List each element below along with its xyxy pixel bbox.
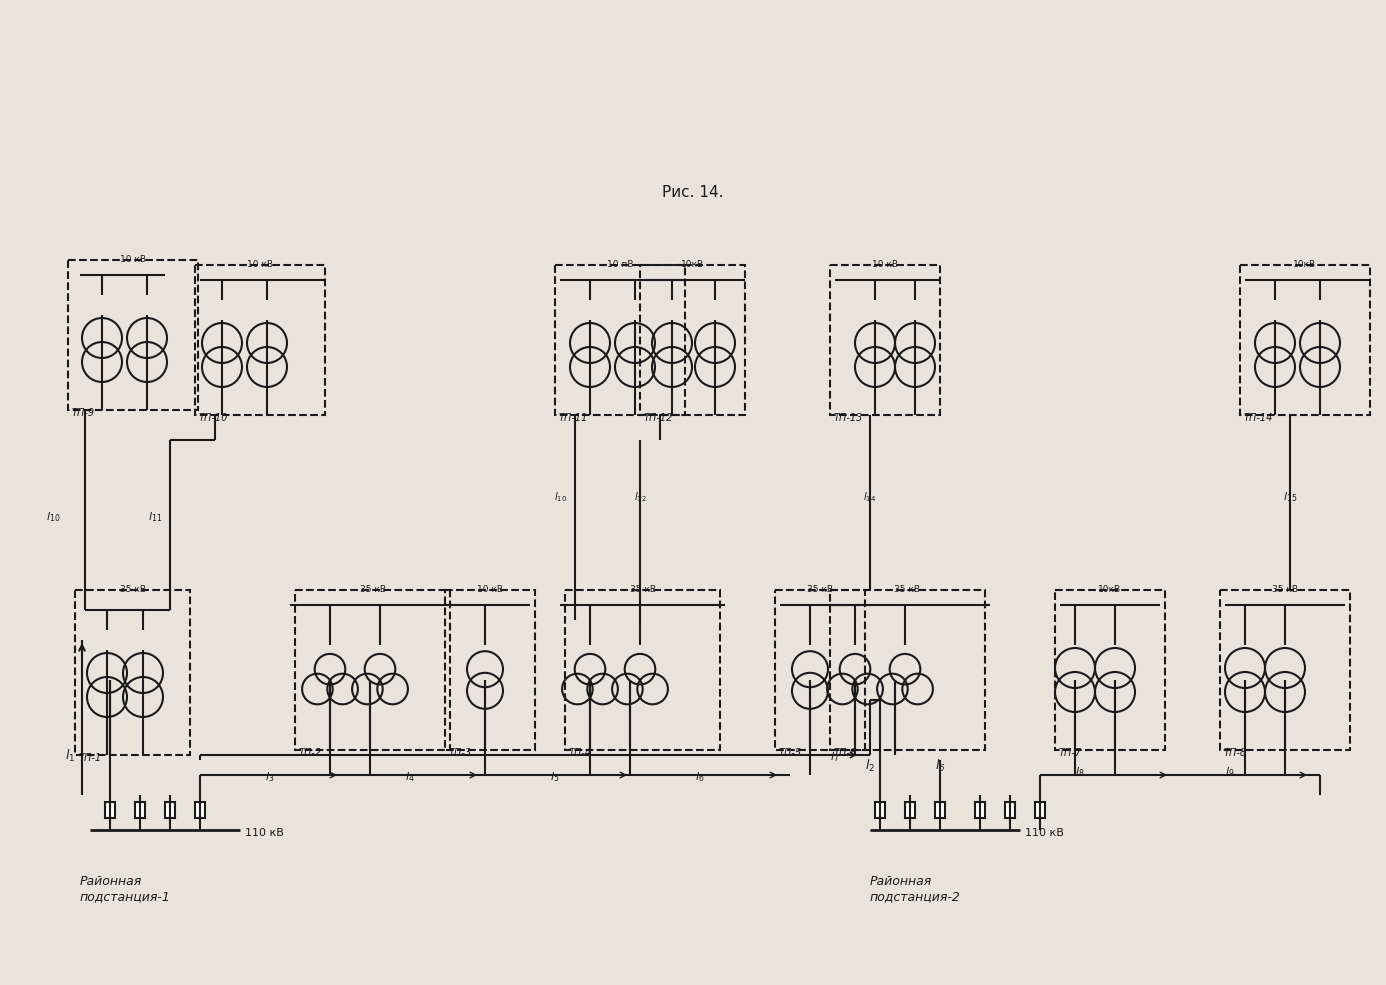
Text: $l_{14}$: $l_{14}$ <box>863 490 876 503</box>
Text: ТП-14: ТП-14 <box>1245 413 1274 423</box>
Text: $l_б$: $l_б$ <box>934 758 945 774</box>
Bar <box>68 260 198 410</box>
Bar <box>554 265 685 415</box>
Bar <box>1035 802 1045 818</box>
Text: 35 кВ: 35 кВ <box>807 585 833 594</box>
Text: ТП-6: ТП-6 <box>834 748 857 758</box>
Text: $l_3$: $l_3$ <box>265 770 274 784</box>
Text: $l_2$: $l_2$ <box>865 758 875 774</box>
Bar <box>1240 265 1369 415</box>
Bar <box>195 802 205 818</box>
Text: $l_{10}$: $l_{10}$ <box>46 510 60 524</box>
Text: ТП-9: ТП-9 <box>72 408 96 418</box>
Text: $l_7$: $l_7$ <box>830 750 840 763</box>
Text: 10 кВ: 10 кВ <box>477 585 503 594</box>
Text: 10 кВ: 10 кВ <box>872 260 898 269</box>
Bar <box>640 265 746 415</box>
Text: ТП-10: ТП-10 <box>200 413 229 423</box>
Text: Рис. 14.: Рис. 14. <box>663 185 723 200</box>
Bar <box>295 590 450 750</box>
Text: $l_6$: $l_6$ <box>696 770 704 784</box>
Text: ТП-3: ТП-3 <box>449 748 473 758</box>
Text: 10кВ: 10кВ <box>1293 260 1317 269</box>
Bar <box>775 590 865 750</box>
Bar <box>936 802 945 818</box>
Text: 10кВ: 10кВ <box>1099 585 1121 594</box>
Text: $l_{11}$: $l_{11}$ <box>148 510 162 524</box>
Text: 110 кВ: 110 кВ <box>1026 828 1064 838</box>
Text: ТП-12: ТП-12 <box>644 413 674 423</box>
Bar <box>165 802 175 818</box>
Text: 35 кВ: 35 кВ <box>359 585 385 594</box>
Bar <box>1055 590 1166 750</box>
Text: Районная
подстанция-2: Районная подстанция-2 <box>870 875 960 903</box>
Bar <box>875 802 886 818</box>
Bar <box>75 590 190 755</box>
Text: $l_{12}$: $l_{12}$ <box>633 490 646 503</box>
Text: $l_5$: $l_5$ <box>550 770 560 784</box>
Bar <box>974 802 985 818</box>
Bar <box>830 590 985 750</box>
Bar <box>1220 590 1350 750</box>
Text: 110 кВ: 110 кВ <box>245 828 284 838</box>
Text: $l_1$: $l_1$ <box>65 748 75 764</box>
Text: 10 кВ: 10 кВ <box>121 255 146 264</box>
Text: ТП-7: ТП-7 <box>1059 748 1082 758</box>
Text: ТП-13: ТП-13 <box>834 413 863 423</box>
Text: ТП-1: ТП-1 <box>79 753 103 763</box>
Text: ТП-5: ТП-5 <box>779 748 802 758</box>
Text: 35 кВ: 35 кВ <box>119 585 146 594</box>
Bar <box>105 802 115 818</box>
Text: $l_9$: $l_9$ <box>1225 765 1235 779</box>
Text: $l_{15}$: $l_{15}$ <box>1283 490 1297 503</box>
Text: ТП-8: ТП-8 <box>1224 748 1247 758</box>
Text: $l_8$: $l_8$ <box>1076 765 1085 779</box>
Bar <box>445 590 535 750</box>
Bar <box>134 802 146 818</box>
Text: $l_4$: $l_4$ <box>405 770 414 784</box>
Text: 35 кВ: 35 кВ <box>894 585 920 594</box>
Text: 35 кВ: 35 кВ <box>629 585 656 594</box>
Bar <box>195 265 324 415</box>
Text: 10кВ: 10кВ <box>681 260 704 269</box>
Text: $l_{10}$: $l_{10}$ <box>553 490 567 503</box>
Bar <box>1005 802 1015 818</box>
Text: ТП-11: ТП-11 <box>559 413 589 423</box>
Text: ТП-2: ТП-2 <box>299 748 322 758</box>
Bar <box>830 265 940 415</box>
Text: 10 пВ: 10 пВ <box>607 260 633 269</box>
Text: ТП-4: ТП-4 <box>570 748 592 758</box>
Text: Районная
подстанция-1: Районная подстанция-1 <box>80 875 170 903</box>
Bar <box>905 802 915 818</box>
Bar <box>565 590 719 750</box>
Text: 35 кВ: 35 кВ <box>1272 585 1299 594</box>
Text: 10 кВ: 10 кВ <box>247 260 273 269</box>
